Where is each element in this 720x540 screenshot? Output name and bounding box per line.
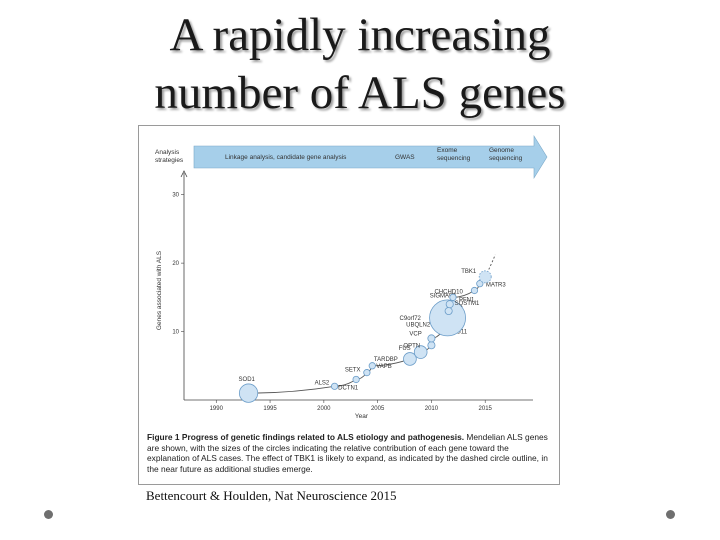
gene-label: OPTN (403, 343, 420, 349)
x-axis-label: Year (355, 413, 369, 420)
strategy-stage: Linkage analysis, candidate gene analysi… (225, 154, 347, 161)
gene-point (429, 299, 466, 337)
gene-label: PFN1 (459, 297, 475, 303)
gene-point (478, 270, 492, 284)
gene-label: DCTN1 (338, 385, 359, 391)
gene-point (238, 383, 259, 403)
gene-point (444, 307, 453, 316)
strategy-label: Analysis (155, 149, 180, 156)
gene-point (352, 375, 360, 384)
y-tick-label: 10 (172, 330, 179, 336)
y-axis-arrow (180, 170, 188, 178)
gene-label: VAPB (376, 364, 392, 370)
slide-title: A rapidly increasing number of ALS genes (0, 6, 720, 122)
strategy-stage: GWAS (395, 154, 415, 161)
x-tick-label: 1990 (210, 406, 224, 412)
gene-label: TBK1 (461, 269, 477, 275)
gene-point (470, 286, 479, 295)
y-tick-label: 20 (172, 261, 179, 267)
figure-caption: Figure 1 Progress of genetic findings re… (147, 432, 549, 474)
slide-bullet-left (44, 510, 53, 519)
gene-label: C9orf72 (400, 316, 422, 322)
gene-label: SIGMAR1 (430, 294, 458, 300)
gene-point (445, 300, 454, 309)
gene-point (476, 280, 484, 288)
gene-point (331, 382, 339, 390)
strategy-stage: sequencing (489, 155, 523, 162)
gene-point (413, 345, 428, 359)
gene-point (363, 369, 371, 377)
x-tick-label: 2005 (371, 406, 385, 412)
gene-point (403, 352, 417, 366)
gene-label: VCP (409, 331, 421, 337)
gene-label: FUS (399, 346, 411, 352)
title-line-2: number of ALS genes (154, 67, 566, 119)
strategy-label: strategies (155, 157, 184, 164)
gene-label: ALS2 (315, 380, 330, 386)
gene-label: UBQLN2 (406, 323, 431, 329)
gene-label: TARDBP (374, 357, 398, 363)
trend-curve-extension (484, 254, 496, 278)
gene-point (427, 341, 436, 350)
gene-point (449, 293, 457, 301)
strategy-stage: Genome (489, 147, 514, 154)
title-line-1: A rapidly increasing (169, 9, 551, 61)
x-tick-label: 2015 (479, 406, 493, 412)
x-tick-label: 2000 (317, 406, 331, 412)
y-axis-label: Genes associated with ALS (156, 250, 163, 330)
strategy-arrow (193, 134, 548, 180)
y-tick-label: 30 (172, 193, 179, 199)
strategy-stage: sequencing (437, 155, 471, 162)
caption-lead: Figure 1 Progress of genetic findings re… (147, 432, 465, 442)
gene-label: SETX (345, 368, 361, 374)
gene-point (368, 362, 376, 370)
x-tick-label: 2010 (425, 406, 439, 412)
citation: Bettencourt & Houlden, Nat Neuroscience … (146, 488, 397, 503)
figure-frame: Analysis strategies Linkage analysis, cand… (138, 125, 560, 485)
x-tick-label: 1995 (263, 406, 277, 412)
gene-point (427, 334, 436, 343)
slide-bullet-right (666, 510, 675, 519)
gene-label: SOD1 (239, 377, 256, 383)
gene-label: CHCHD10 (434, 290, 463, 296)
gene-label: SQSTM1 (455, 301, 480, 307)
strategy-stage: Exome (437, 147, 458, 154)
caption-body: Mendelian ALS genes are shown, with the … (147, 432, 548, 474)
gene-label: MATR3 (486, 283, 507, 289)
